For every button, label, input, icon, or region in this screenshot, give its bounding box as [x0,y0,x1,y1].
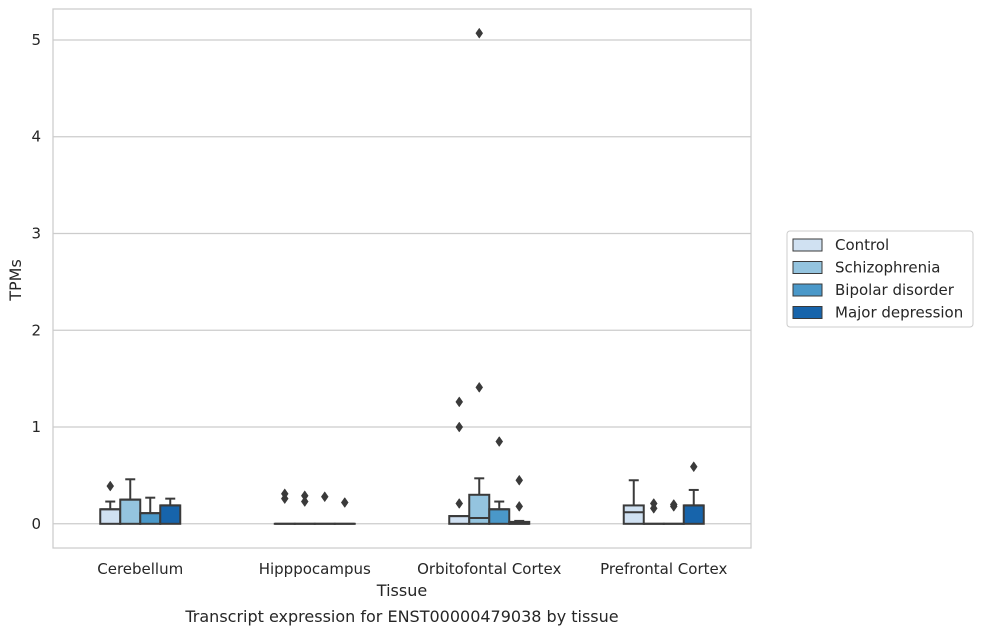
legend: Control Schizophrenia Bipolar disorder Majo… [786,230,974,328]
box-schizophrenia [642,498,665,525]
box-plot-area [99,27,705,525]
outlier-point [300,496,309,507]
box-major-depression [682,461,705,525]
gridlines [53,39,751,525]
box-body [468,493,491,525]
box-schizophrenia [119,478,142,525]
legend-frame [786,230,974,328]
outlier-point [106,480,115,492]
y-tick-label: 3 [31,225,41,243]
legend-swatch [792,238,823,252]
x-tick-label: Orbitofontal Cortex [417,560,561,578]
y-axis-ticks: 0 1 2 3 4 5 [31,31,41,533]
x-axis-ticks: Cerebellum Hipppocampus Orbitofontal Corte… [97,560,727,578]
y-tick-label: 2 [31,321,41,339]
y-tick-label: 1 [31,418,41,436]
outlier-point [340,497,349,508]
outlier-point [689,461,698,473]
box-major-depression [508,474,531,525]
outlier-point [495,436,504,447]
y-tick-label: 5 [31,31,41,49]
box-control [273,488,296,525]
box-major-depression [159,497,182,525]
y-axis-label: TPMs [6,259,25,302]
box-body [622,504,645,525]
box-body [448,515,471,525]
box-control [622,479,645,525]
chart-caption: Transcript expression for ENST0000047903… [184,607,618,626]
legend-label: Bipolar disorder [835,281,955,299]
outlier-point [320,491,329,503]
box-major-depression [333,497,356,525]
legend-label: Control [835,236,889,254]
plot-frame [52,8,752,549]
box-body [99,508,122,525]
y-tick-label: 0 [31,515,41,533]
x-tick-label: Hipppocampus [259,560,371,578]
box-body [119,498,142,525]
box-control [448,396,471,525]
outlier-point [455,396,464,408]
box-body [139,512,162,525]
legend-label: Schizophrenia [835,259,940,277]
x-tick-label: Cerebellum [97,560,183,578]
box-body [682,504,705,525]
outlier-point [455,498,464,509]
outlier-point [475,381,484,393]
legend-swatch [792,306,823,319]
outlier-point [455,421,464,433]
outlier-point [515,474,524,486]
outlier-point [280,488,289,500]
box-body [488,508,511,525]
x-tick-label: Prefrontal Cortex [600,560,727,578]
box-schizophrenia [468,27,491,525]
box-bipolar-disorder [662,499,685,525]
legend-swatch [792,261,823,274]
box-schizophrenia [293,490,316,525]
box-bipolar-disorder [139,496,162,525]
box-bipolar-disorder [488,436,511,525]
legend-label: Major depression [835,304,963,322]
outlier-point [515,500,524,512]
box-bipolar-disorder [313,491,336,525]
outlier-point [669,499,678,510]
outlier-point [649,498,658,509]
box-control [99,480,122,525]
x-axis-label: Tissue [376,581,427,600]
y-tick-label: 4 [31,128,41,146]
outlier-point [475,27,484,39]
outlier-point [300,490,309,502]
legend-swatch [792,283,823,297]
box-body [159,504,182,525]
